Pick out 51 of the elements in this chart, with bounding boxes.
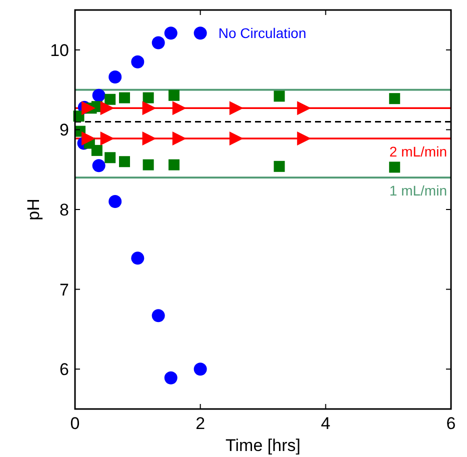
y-tick-label: 7 [60,280,69,300]
point [82,101,96,116]
series-label: No Circulation [218,25,306,42]
point [92,159,106,172]
point [142,131,156,146]
y-tick-label: 6 [60,360,69,380]
x-tick-label: 2 [196,414,206,433]
point [164,371,178,384]
point [172,131,186,146]
point [119,156,130,168]
point [104,94,116,105]
point [389,93,400,104]
point [164,26,178,40]
point [274,160,285,172]
point [100,101,114,116]
point [131,252,144,265]
point [168,159,180,170]
y-tick-label: 8 [60,200,69,220]
point [92,88,106,102]
point [100,131,114,146]
point [194,26,207,40]
point [152,36,165,50]
point [119,92,130,104]
ref-line-label: 1 mL/min [389,182,447,199]
y-tick-label: 9 [60,120,69,140]
x-axis-title: Time [hrs] [226,436,300,455]
point [229,131,244,146]
point [108,70,122,84]
point [229,101,244,116]
point [152,309,165,322]
y-axis-title: pH [24,198,43,220]
y-tick-label: 10 [50,40,69,60]
point [297,131,312,146]
point [142,159,154,170]
point [82,131,96,146]
point [297,101,312,116]
x-tick-label: 4 [320,414,330,433]
point [389,162,400,173]
point [172,101,186,116]
point [142,92,154,104]
x-tick-label: 6 [446,414,456,433]
point [194,362,207,376]
ref-line-label: 2 mL/min [389,143,447,160]
point [131,55,144,68]
point [108,195,122,208]
point [142,101,156,116]
point [168,90,180,101]
point [274,90,285,102]
x-tick-label: 0 [70,414,80,433]
point [104,152,116,164]
point [91,144,102,156]
